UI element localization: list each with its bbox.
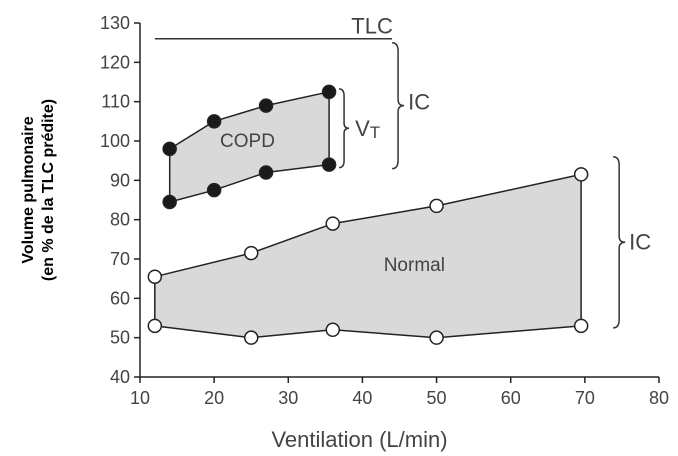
vt-label-subscript: T [370, 123, 380, 142]
x-tick-label: 60 [501, 388, 521, 408]
x-tick-label: 10 [130, 388, 150, 408]
ic-copd-label: IC [408, 90, 430, 115]
normal-point [325, 322, 341, 338]
tlc-label: TLC [351, 14, 393, 39]
normal-point [573, 318, 589, 334]
normal-region [154, 173, 582, 339]
ic-normal-label: IC [629, 229, 651, 254]
copd-point [321, 157, 337, 172]
chart-regions [154, 91, 582, 339]
normal-region-label: Normal [384, 255, 445, 276]
normal-point [243, 330, 259, 345]
x-tick-label: 40 [352, 388, 372, 408]
y-tick-label: 40 [110, 367, 130, 387]
normal-point [573, 167, 589, 182]
copd-point [162, 194, 177, 210]
normal-point [325, 216, 341, 231]
vt-brace [339, 88, 350, 169]
y-tick-label: 120 [100, 52, 130, 72]
copd-point [258, 165, 274, 180]
chart-labels: Ventilation (L/min) Volume pulmonaire (e… [20, 14, 651, 452]
y-tick-label: 80 [110, 210, 130, 230]
ic-copd-brace [392, 41, 405, 170]
y-axis-label-line2: (en % de la TLC prédite) [40, 99, 57, 281]
normal-point [429, 198, 444, 214]
chart-axes: 10 20 30 40 50 60 70 80 40 50 60 70 80 90 100 110 120 130 [100, 13, 669, 408]
y-tick-label: 100 [100, 131, 130, 151]
x-tick-label: 70 [575, 388, 595, 408]
y-tick-label: 60 [110, 288, 130, 308]
x-axis-label: Ventilation (L/min) [271, 427, 447, 452]
copd-point [206, 114, 222, 129]
x-tick-label: 30 [278, 388, 298, 408]
x-tick-label: 80 [649, 388, 669, 408]
y-tick-label: 90 [110, 170, 130, 190]
y-tick-label: 70 [110, 249, 130, 269]
copd-point [206, 182, 222, 198]
copd-region-label: COPD [220, 131, 275, 152]
x-tick-label: 20 [204, 388, 224, 408]
vt-label: VT [355, 116, 380, 142]
y-axis-label-line1: Volume pulmonaire [20, 116, 37, 263]
y-tick-label: 50 [110, 328, 130, 348]
y-tick-label: 110 [101, 92, 130, 112]
x-tick-label: 50 [427, 388, 447, 408]
vt-label-main: V [355, 116, 370, 141]
normal-point [147, 318, 163, 334]
chart-markers [147, 84, 589, 345]
normal-point [243, 245, 259, 261]
copd-point [321, 84, 337, 100]
normal-point [147, 269, 163, 284]
ic-normal-brace [613, 155, 626, 329]
normal-point [429, 330, 444, 345]
y-tick-label: 130 [100, 13, 130, 33]
copd-point [162, 141, 177, 157]
copd-point [258, 98, 274, 113]
